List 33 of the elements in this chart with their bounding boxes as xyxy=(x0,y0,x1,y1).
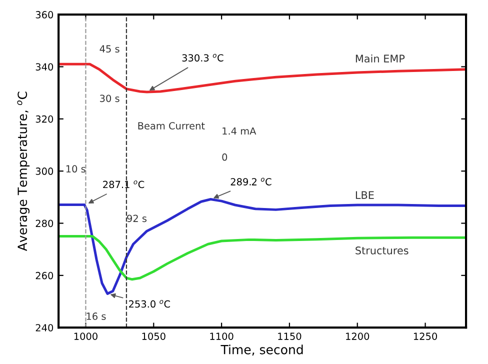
annotation: 10 s xyxy=(66,165,86,173)
y-tick-label: 280 xyxy=(36,220,54,228)
line-series xyxy=(58,235,466,281)
annotation: 330.3 $^{o}$C xyxy=(182,54,224,62)
series-label: LBE xyxy=(356,191,374,199)
x-tick-label: 1250 xyxy=(414,332,438,340)
x-tick-label: 1000 xyxy=(74,332,98,340)
y-tick-label: 240 xyxy=(36,324,54,332)
y-tick-label: 340 xyxy=(36,63,54,71)
series-label: Structures xyxy=(356,246,408,254)
y-tick-label: 360 xyxy=(36,11,54,18)
annotation: 16 s xyxy=(86,312,106,320)
annotation: Beam Current xyxy=(138,122,205,130)
x-tick-label: 1150 xyxy=(278,332,302,340)
x-tick-label: 1050 xyxy=(142,332,166,340)
line-series xyxy=(58,62,466,94)
annotation: 253.0 $^{o}$C xyxy=(129,300,170,308)
y-tick-label: 300 xyxy=(36,168,54,175)
x-tick-label: 1100 xyxy=(210,332,234,340)
annotation: 287.1 $^{o}$C xyxy=(103,180,144,188)
y-tick-label: 320 xyxy=(36,115,54,123)
annotation: 1.4 mA xyxy=(222,127,256,135)
annotation: 289.2 $^{o}$C xyxy=(230,178,272,186)
annotation: 30 s xyxy=(100,94,120,102)
y-axis-title: Average Temperature, $^{o}$C xyxy=(17,92,30,252)
series-label: Main EMP xyxy=(356,54,405,63)
annotation: 0 xyxy=(222,153,228,161)
line-series xyxy=(58,198,466,295)
x-tick-label: 1200 xyxy=(346,332,370,340)
x-axis-title: Time, second xyxy=(220,344,303,356)
annotation: 92 s xyxy=(127,214,147,222)
annotation: 45 s xyxy=(100,45,120,53)
y-tick-label: 260 xyxy=(36,272,54,280)
